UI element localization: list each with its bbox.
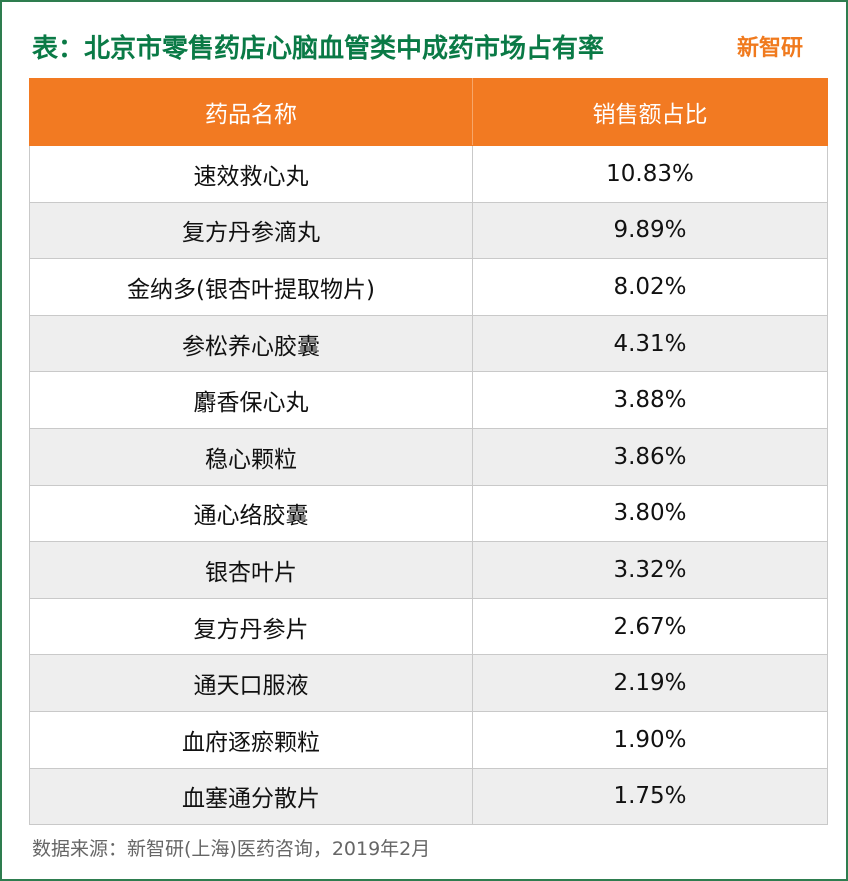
sales-share-cell: 3.86% [472,427,828,486]
column-header-drug-name: 药品名称 [29,78,473,146]
table-row: 血府逐瘀颗粒 1.90% [29,710,828,769]
sales-share-cell: 2.19% [472,654,828,712]
table-row: 速效救心丸 10.83% [29,145,828,203]
table-row: 通天口服液 2.19% [29,654,828,712]
table-row: 复方丹参滴丸 9.89% [29,201,828,260]
sales-share-cell: 1.90% [472,710,828,769]
brand-logo: 新智研 [737,36,804,61]
drug-name-cell: 复方丹参滴丸 [29,201,473,260]
drug-name-cell: 复方丹参片 [29,597,473,656]
table-row: 参松养心胶囊 4.31% [29,314,828,373]
drug-name-cell: 参松养心胶囊 [29,314,473,373]
drug-name-cell: 银杏叶片 [29,541,473,599]
sales-share-cell: 2.67% [472,597,828,656]
table-row: 血塞通分散片 1.75% [29,767,828,826]
sales-share-cell: 1.75% [472,767,828,826]
drug-name-cell: 金纳多(银杏叶提取物片) [29,258,473,316]
table-row: 麝香保心丸 3.88% [29,371,828,429]
table-header-row: 药品名称 销售额占比 [29,78,828,146]
table-body: 速效救心丸 10.83% 复方丹参滴丸 9.89% 金纳多(银杏叶提取物片) 8.02% 参… [29,145,828,826]
table-row: 稳心颗粒 3.86% [29,427,828,486]
sales-share-cell: 3.88% [472,371,828,429]
table-row: 银杏叶片 3.32% [29,541,828,599]
sales-share-cell: 3.32% [472,541,828,599]
table-row: 复方丹参片 2.67% [29,597,828,656]
sales-share-cell: 3.80% [472,484,828,543]
market-share-table: 药品名称 销售额占比 速效救心丸 10.83% 复方丹参滴丸 9.89% 金纳多(银杏叶… [29,78,828,826]
drug-name-cell: 血府逐瘀颗粒 [29,710,473,769]
drug-name-cell: 通心络胶囊 [29,484,473,543]
column-header-sales-share: 销售额占比 [472,78,828,146]
table-row: 通心络胶囊 3.80% [29,484,828,543]
source-note: 数据来源：新智研(上海)医药咨询，2019年2月 [32,838,431,860]
drug-name-cell: 通天口服液 [29,654,473,712]
table-row: 金纳多(银杏叶提取物片) 8.02% [29,258,828,316]
drug-name-cell: 稳心颗粒 [29,427,473,486]
sales-share-cell: 8.02% [472,258,828,316]
sales-share-cell: 9.89% [472,201,828,260]
drug-name-cell: 血塞通分散片 [29,767,473,826]
sales-share-cell: 4.31% [472,314,828,373]
sales-share-cell: 10.83% [472,145,828,203]
page-title: 表：北京市零售药店心脑血管类中成药市场占有率 [32,34,605,64]
drug-name-cell: 麝香保心丸 [29,371,473,429]
drug-name-cell: 速效救心丸 [29,145,473,203]
